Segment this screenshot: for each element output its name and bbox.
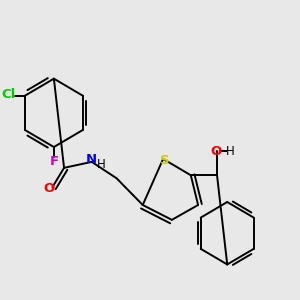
Text: F: F [49,155,58,168]
Text: H: H [97,158,105,171]
Text: O: O [43,182,55,195]
Text: S: S [160,154,169,167]
Text: O: O [210,145,221,158]
Text: Cl: Cl [2,88,16,101]
Text: N: N [86,153,97,166]
Text: H: H [226,145,234,158]
